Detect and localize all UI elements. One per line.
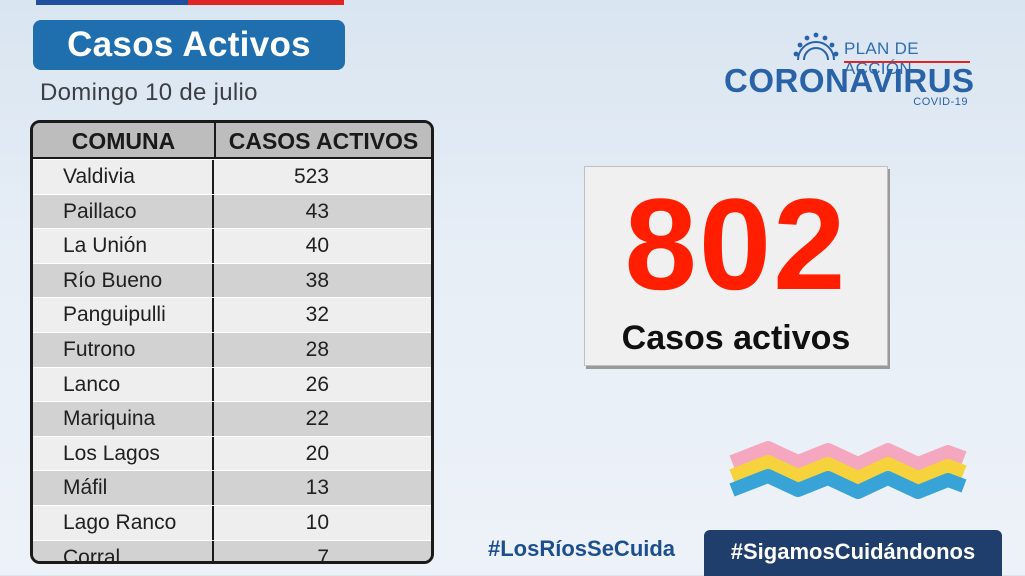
regional-flag-icon [729,441,967,499]
casos-cell: 7 [317,545,329,564]
table-row: Paillaco 43 [33,193,431,229]
table-row: Los Lagos 20 [33,435,431,471]
logo-plan-text: PLAN DE ACCIÓN [844,39,919,78]
logo-underline [844,61,970,63]
casos-cell: 28 [305,337,329,361]
comuna-cell: Río Bueno [33,263,214,298]
comuna-cell: Mariquina [33,402,214,436]
total-cases-panel: 802 Casos activos [584,166,888,366]
table-row: Mariquina 22 [33,401,431,436]
casos-cell: 43 [305,199,329,223]
casos-cell: 22 [305,407,329,431]
report-date: Domingo 10 de julio [40,79,258,106]
casos-cell: 20 [305,441,329,465]
page-title: Casos Activos [33,20,345,70]
active-cases-table: COMUNA CASOS ACTIVOS Valdivia 523 Paillac… [30,120,434,564]
comuna-cell: Lago Ranco [33,505,214,540]
comuna-cell: La Unión [33,229,214,263]
table-row: Lago Ranco 10 [33,504,431,540]
table-body: Valdivia 523 Paillaco 43 La Unión 40 Río Bu… [33,159,431,564]
casos-cell: 40 [305,234,329,258]
casos-cell: 26 [305,372,329,396]
table-row: Lanco 26 [33,366,431,402]
total-cases-number: 802 [624,171,848,317]
top-accent-blue [36,0,188,5]
table-row: Máfil 13 [33,470,431,505]
comuna-cell: Lanco [33,367,214,402]
column-header-comuna: COMUNA [33,123,216,157]
table-row: Panguipulli 32 [33,297,431,332]
hashtag-los-rios: #LosRíosSeCuida [488,536,676,561]
hashtag-sigamos: #SigamosCuidándonos [704,530,1002,576]
comuna-cell: Corral [33,540,214,561]
table-row: Valdivia 523 [33,159,431,194]
comuna-cell: Panguipulli [33,298,214,332]
casos-cell: 13 [305,476,329,500]
top-accent-red [188,0,344,5]
comuna-cell: Máfil [33,471,214,505]
logo-main-text: CORONAVIRUS [724,62,975,99]
table-row: Corral 7 [33,539,431,564]
table-row: Río Bueno 38 [33,262,431,298]
comuna-cell: Paillaco [33,194,214,229]
casos-cell: 32 [305,303,329,327]
table-row: Futrono 28 [33,331,431,367]
table-row: La Unión 40 [33,228,431,263]
casos-cell: 38 [305,268,329,292]
column-header-casos: CASOS ACTIVOS [228,128,419,154]
comuna-cell: Valdivia [33,160,214,194]
top-accent-bar [36,0,344,5]
virus-icon [793,32,839,61]
coronavirus-plan-logo: PLAN DE ACCIÓN CORONAVIRUS COVID-19 [724,30,974,110]
casos-cell: 10 [305,510,329,534]
table-header: COMUNA CASOS ACTIVOS [33,123,431,159]
comuna-cell: Los Lagos [33,436,214,471]
comuna-cell: Futrono [33,332,214,367]
total-cases-label: Casos activos [621,319,851,357]
casos-cell: 523 [293,165,329,188]
logo-sub-text: COVID-19 [913,96,968,108]
